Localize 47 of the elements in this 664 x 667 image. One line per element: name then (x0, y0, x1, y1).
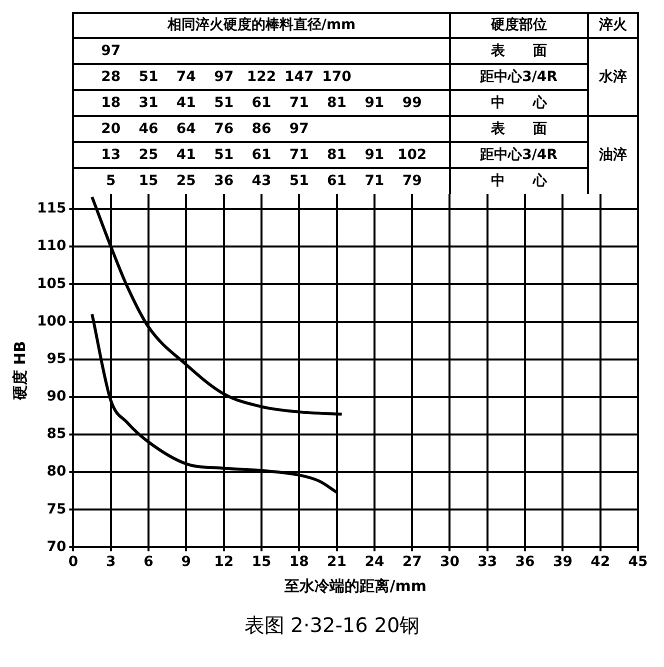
x-tick-label: 15 (252, 554, 272, 570)
x-tick-label: 0 (68, 554, 78, 570)
x-tick-label: 6 (144, 554, 154, 570)
text: 硬度部位 (490, 16, 547, 34)
x-tick-label: 27 (402, 554, 422, 570)
y-tick-label: 110 (36, 238, 66, 254)
x-tick-label: 33 (478, 554, 498, 570)
text: 距中心3/4R (480, 68, 558, 86)
text: 中 心 (490, 172, 547, 190)
text: 表图 2·32-16 20钢 (243, 612, 421, 639)
y-tick-label: 115 (36, 200, 66, 217)
y-tick-label: 70 (46, 538, 66, 555)
y-tick-label: 95 (46, 350, 66, 367)
x-tick-label: 45 (628, 554, 648, 570)
text: 97 (289, 121, 309, 137)
x-tick-label: 39 (552, 554, 572, 570)
text: 28 51 74 97 122 147 170 (101, 69, 352, 85)
x-tick-label: 24 (364, 554, 384, 570)
y-tick-label: 100 (36, 313, 66, 330)
text: 中 心 (490, 94, 547, 112)
y-tick-label: 90 (46, 388, 66, 405)
x-tick-label: 9 (181, 554, 192, 570)
text: 97 (101, 43, 121, 59)
x-tick-label: 3 (106, 554, 116, 570)
x-tick-label: 30 (440, 554, 460, 570)
x-axis-title: 至水冷端的距离/mm (284, 576, 426, 595)
text: 表 面 (490, 120, 547, 138)
x-tick-label: 21 (327, 554, 347, 570)
text: 表 面 (490, 42, 547, 60)
text: 相同淬火硬度的棒料直径/mm (167, 16, 356, 34)
text: 18 31 41 51 61 71 81 91 99 (101, 95, 422, 111)
y-tick-label: 80 (46, 464, 66, 480)
text: 13 25 41 51 61 71 81 91 102 (101, 147, 427, 163)
x-tick-label: 12 (214, 554, 234, 570)
x-tick-label: 18 (289, 554, 309, 570)
text: 距中心3/4R (480, 146, 558, 164)
text: 水淬 (598, 68, 627, 86)
text: 淬火 (598, 16, 627, 34)
x-tick-label: 42 (590, 554, 610, 570)
x-tick-label: 36 (515, 554, 535, 570)
y-axis-title: 硬度 HB (10, 340, 29, 402)
text: 20 46 64 76 86 (101, 121, 272, 137)
y-tick-label: 105 (36, 276, 66, 292)
text: 5 15 25 36 43 51 61 71 79 (106, 173, 422, 189)
y-tick-label: 85 (46, 426, 66, 442)
text: 油淬 (598, 146, 627, 164)
y-tick-label: 75 (46, 501, 66, 518)
